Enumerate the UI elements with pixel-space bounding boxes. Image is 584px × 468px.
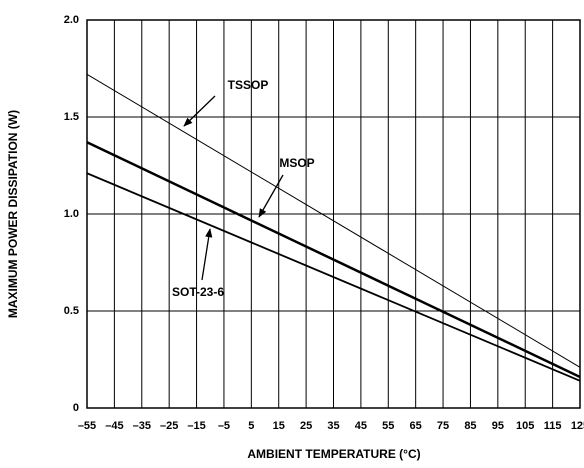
x-tick-label: 35 — [327, 420, 339, 432]
series-label: TSSOP — [228, 78, 269, 92]
y-tick-label: 0.5 — [64, 305, 79, 317]
x-tick-label: 105 — [516, 420, 534, 432]
series-line — [86, 172, 581, 382]
x-tick-label: 85 — [464, 420, 476, 432]
x-tick-label: –5 — [218, 420, 230, 432]
x-tick-label: –55 — [78, 420, 96, 432]
x-tick-label: 115 — [544, 420, 562, 432]
y-tick-label: 1.0 — [64, 208, 79, 220]
x-tick-label: –25 — [160, 420, 178, 432]
x-tick-label: 75 — [437, 420, 449, 432]
x-tick-label: 55 — [382, 420, 394, 432]
x-tick-label: –15 — [187, 420, 205, 432]
arrow — [201, 228, 213, 281]
x-tick-label: –35 — [133, 420, 151, 432]
x-axis-title: AMBIENT TEMPERATURE (°C) — [247, 447, 420, 461]
x-tick-label: –45 — [105, 420, 123, 432]
y-tick-label: 2.0 — [64, 14, 79, 26]
y-axis-title: MAXIMUM POWER DISSIPATION (W) — [6, 110, 20, 318]
series-line — [86, 141, 581, 379]
arrow — [258, 174, 284, 218]
x-tick-label: 15 — [273, 420, 285, 432]
arrow — [183, 95, 216, 127]
series-label: SOT-23-6 — [172, 285, 224, 299]
x-tick-label: 5 — [248, 420, 254, 432]
y-tick-label: 0 — [73, 402, 79, 414]
x-tick-label: 65 — [410, 420, 422, 432]
x-tick-label: 95 — [492, 420, 504, 432]
series-line — [86, 73, 581, 368]
y-tick-label: 1.5 — [64, 111, 79, 123]
x-tick-label: 45 — [355, 420, 367, 432]
series-label: MSOP — [279, 156, 314, 170]
x-tick-label: 125 — [571, 420, 584, 432]
plot-frame — [86, 19, 581, 409]
x-tick-label: 25 — [300, 420, 312, 432]
